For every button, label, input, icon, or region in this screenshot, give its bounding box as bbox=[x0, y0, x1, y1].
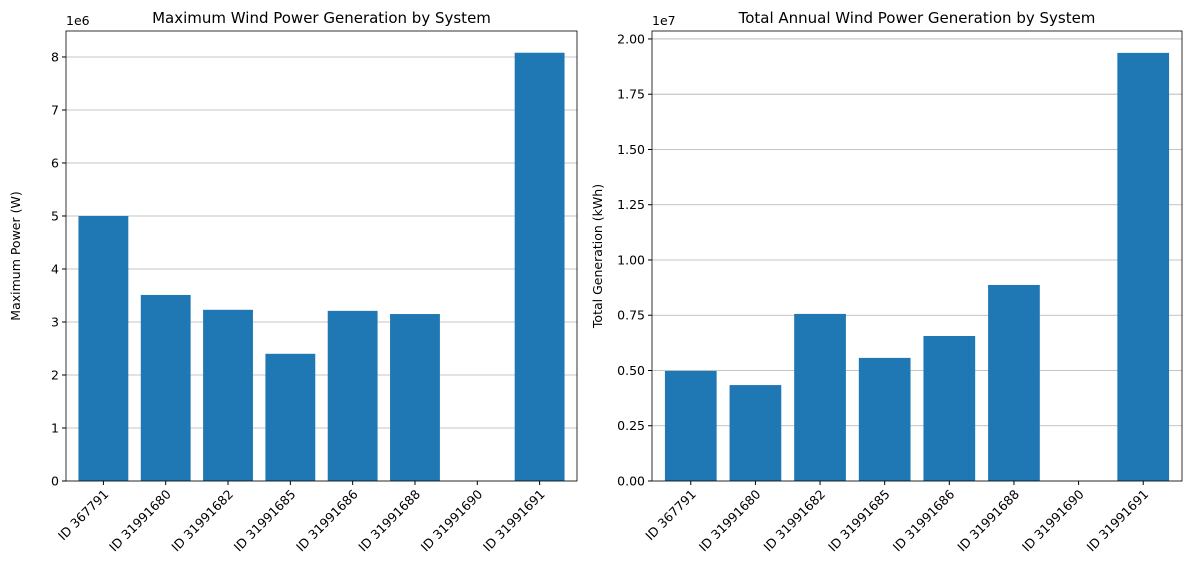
bar bbox=[794, 313, 846, 481]
x-tick-label: ID 31991680 bbox=[106, 486, 174, 554]
y-tick-label: 7 bbox=[51, 102, 59, 117]
chart-title: Maximum Wind Power Generation by System bbox=[152, 9, 491, 27]
plot-frame bbox=[65, 30, 578, 482]
y-tick-label: 6 bbox=[51, 155, 59, 170]
y-axis-label: Total Generation (kWh) bbox=[590, 184, 605, 329]
y-tick-label: 3 bbox=[51, 314, 59, 329]
y-tick-label: 0.75 bbox=[617, 308, 645, 323]
x-tick-label: ID 31991682 bbox=[168, 487, 236, 555]
y-tick-label: 0 bbox=[51, 474, 59, 489]
bar bbox=[729, 385, 782, 481]
y-tick-label: 2 bbox=[51, 367, 59, 382]
bar bbox=[140, 294, 191, 481]
bar bbox=[664, 370, 717, 481]
y-offset-label: 1e7 bbox=[652, 13, 676, 28]
y-tick-label: 0.50 bbox=[617, 363, 645, 378]
y-tick-label: 1.50 bbox=[617, 142, 645, 157]
bar bbox=[514, 52, 565, 482]
x-tick-label: ID 31991688 bbox=[954, 486, 1022, 554]
x-tick-label: ID 31991690 bbox=[418, 486, 486, 554]
x-tick-label: ID 367791 bbox=[55, 487, 112, 544]
x-tick-label: ID 31991685 bbox=[231, 487, 299, 555]
y-tick-label: 1.75 bbox=[617, 87, 645, 102]
y-tick-label: 5 bbox=[51, 208, 59, 223]
bar bbox=[1117, 52, 1170, 482]
x-tick-label: ID 31991688 bbox=[355, 486, 423, 554]
chart-title: Total Annual Wind Power Generation by Sy… bbox=[738, 9, 1096, 27]
y-tick-label: 4 bbox=[51, 261, 59, 276]
y-tick-label: 2.00 bbox=[617, 31, 645, 46]
x-tick-label: ID 31991690 bbox=[1019, 486, 1087, 554]
bar bbox=[390, 314, 440, 481]
bar bbox=[265, 353, 316, 481]
x-tick-label: ID 31991686 bbox=[293, 486, 361, 554]
y-tick-label: 0.25 bbox=[617, 418, 645, 433]
y-tick-label: 8 bbox=[51, 49, 59, 64]
plot-frame bbox=[651, 30, 1183, 482]
x-tick-label: ID 367791 bbox=[642, 487, 699, 544]
bar bbox=[327, 310, 378, 481]
y-tick-label: 1.00 bbox=[617, 252, 645, 267]
x-tick-label: ID 31991680 bbox=[696, 486, 764, 554]
x-tick-label: ID 31991691 bbox=[1084, 487, 1152, 555]
bar bbox=[78, 215, 129, 481]
y-axis-label: Maximum Power (W) bbox=[8, 191, 23, 320]
bar bbox=[203, 309, 253, 481]
x-tick-label: ID 31991682 bbox=[760, 487, 828, 555]
y-tick-label: 1 bbox=[51, 420, 59, 435]
y-offset-label: 1e6 bbox=[66, 13, 90, 28]
bar bbox=[923, 336, 976, 481]
bar bbox=[988, 284, 1040, 481]
x-tick-label: ID 31991686 bbox=[890, 486, 958, 554]
y-tick-label: 1.25 bbox=[617, 197, 645, 212]
y-tick-label: 0.00 bbox=[617, 474, 645, 489]
x-tick-label: ID 31991685 bbox=[825, 487, 893, 555]
x-tick-label: ID 31991691 bbox=[480, 487, 548, 555]
bar bbox=[858, 357, 911, 481]
